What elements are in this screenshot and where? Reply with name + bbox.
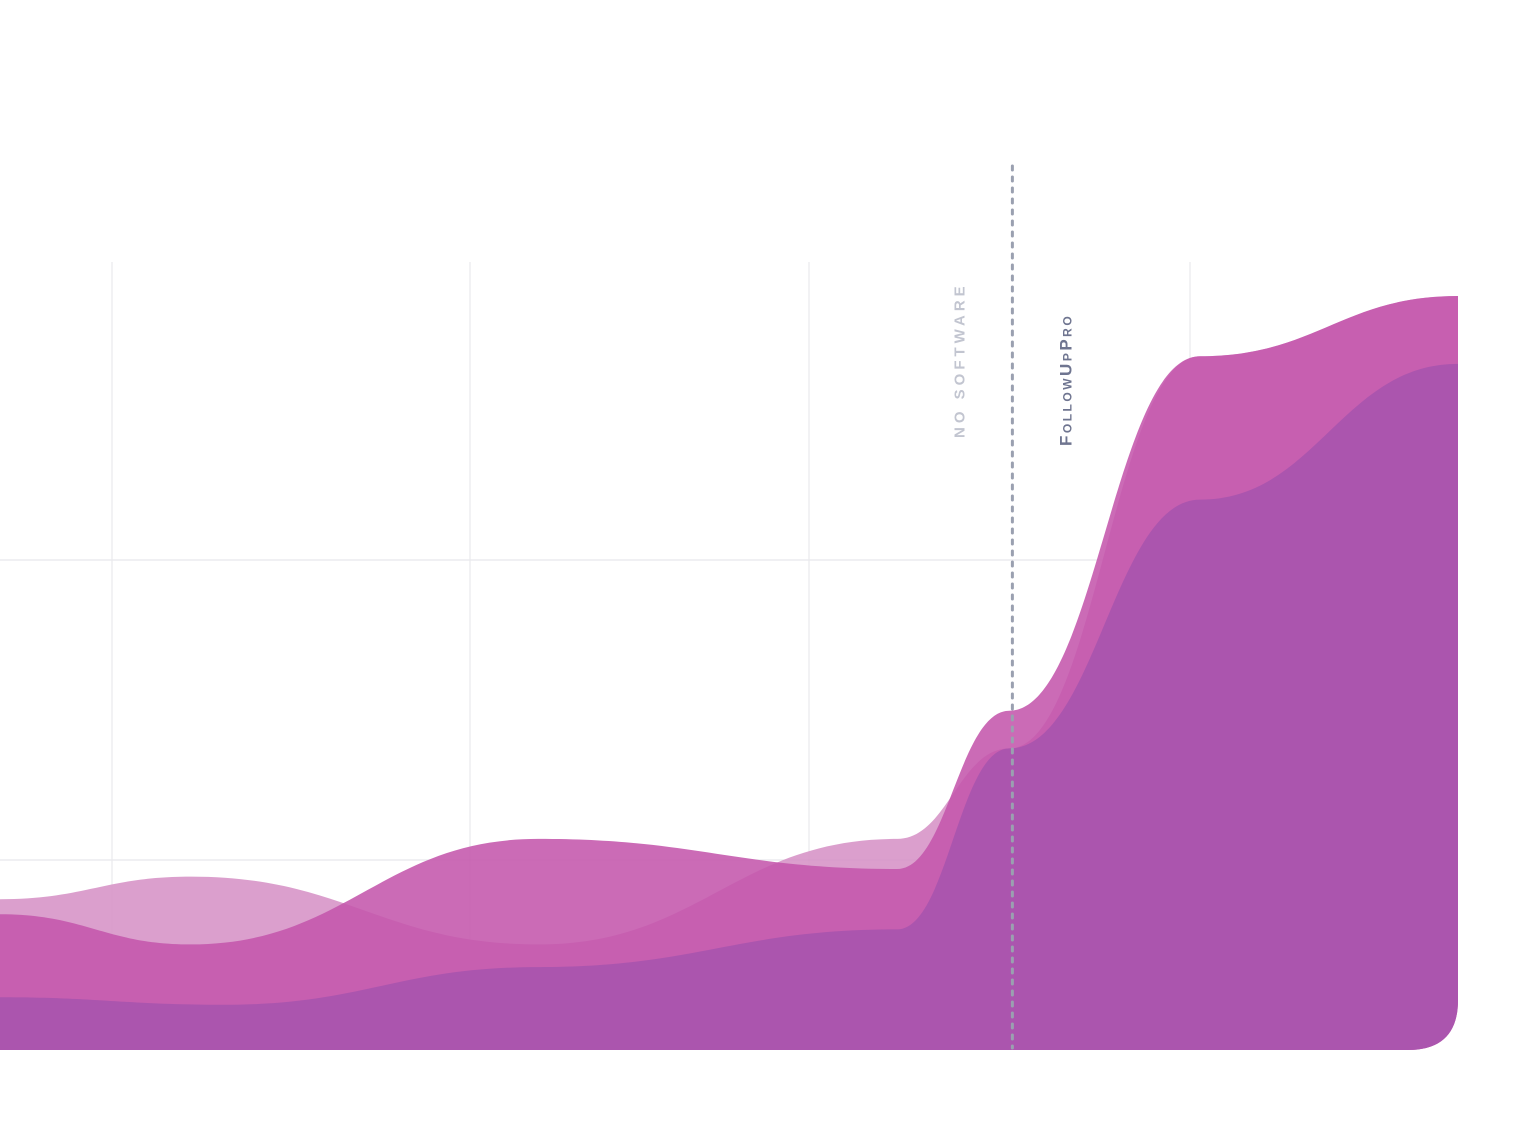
- annotations: NO SOFTWARE FollowUpPro: [951, 164, 1075, 1050]
- label-followuppro: FollowUpPro: [1056, 314, 1075, 446]
- series-area-3: [0, 363, 1458, 1050]
- series-areas: [0, 296, 1458, 1050]
- label-no-software: NO SOFTWARE: [951, 282, 968, 438]
